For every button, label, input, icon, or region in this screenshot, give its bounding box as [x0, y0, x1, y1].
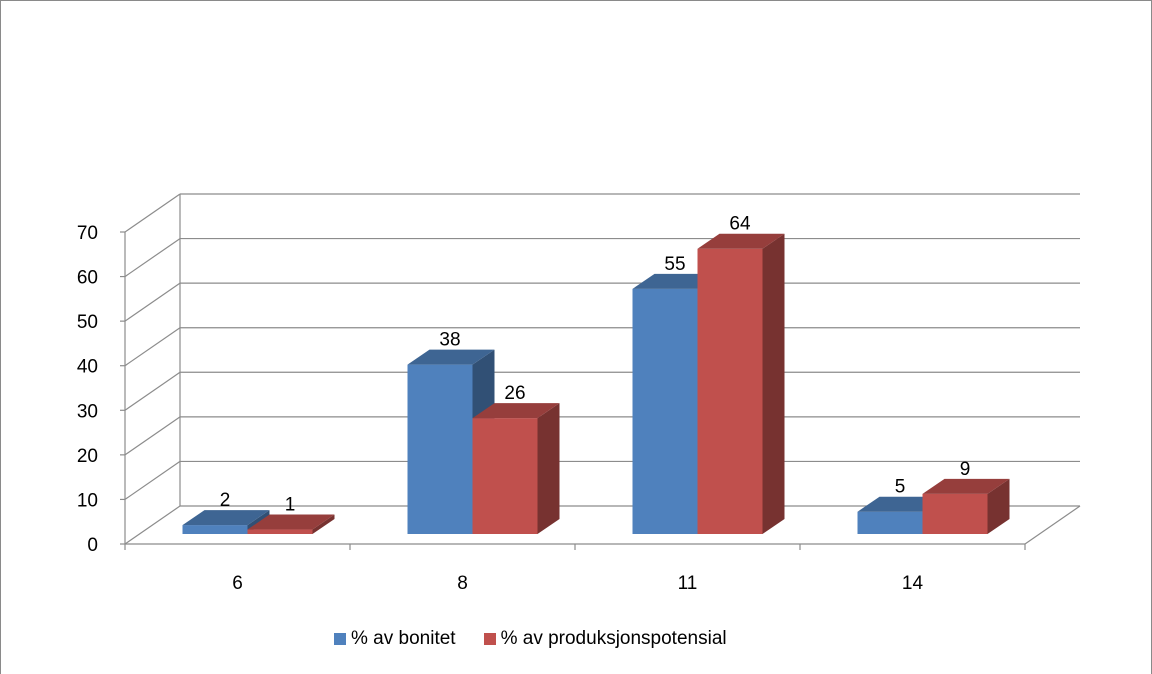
- gridline-side: [124, 416, 181, 456]
- gridline-side: [124, 460, 181, 500]
- x-tick-label: 11: [678, 573, 698, 594]
- data-label: 64: [729, 214, 751, 235]
- data-label: 55: [664, 254, 685, 275]
- legend-item-bonitet: % av bonitet: [334, 628, 456, 650]
- x-tick-label: 6: [232, 573, 243, 594]
- bar-produksjonspotensial-6-side: [312, 514, 335, 534]
- bar-produksjonspotensial-14-front: [922, 493, 988, 534]
- bar-produksjonspotensial-11-front: [697, 248, 763, 534]
- bar-produksjonspotensial-14-top: [922, 478, 1010, 494]
- bar-bonitet-6-front: [182, 525, 248, 534]
- gridline-side: [124, 238, 181, 278]
- data-label: 9: [960, 459, 971, 480]
- bar-produksjonspotensial-6: [247, 514, 335, 534]
- y-tick-label: 10: [77, 490, 98, 511]
- y-axis-ticks: 0 10 20 30 40 50 60 70: [77, 223, 98, 556]
- data-labels: 2 1 38 26 55 64 5 9: [220, 214, 971, 516]
- data-label: 5: [895, 477, 906, 498]
- y-tick-label: 0: [87, 535, 98, 556]
- y-tick-label: 70: [77, 223, 98, 244]
- data-label: 38: [439, 330, 460, 351]
- bar-produksjonspotensial-8-side: [537, 403, 560, 534]
- data-label: 1: [285, 495, 296, 516]
- legend-label-bonitet: % av bonitet: [351, 628, 456, 649]
- gridline-side: [124, 282, 181, 322]
- legend: % av bonitet % av produksjonspotensial: [334, 628, 755, 650]
- bar-produksjonspotensial-11-top: [697, 233, 785, 249]
- bar-bonitet-8-front: [407, 364, 473, 534]
- chart-walls: [120, 193, 1081, 545]
- gridline-side: [124, 327, 181, 367]
- bar-bonitet-11-front: [632, 288, 698, 534]
- x-tick-label: 8: [457, 573, 468, 594]
- y-tick-label: 30: [77, 401, 98, 422]
- x-tick-label: 14: [902, 573, 924, 594]
- x-axis: 6 8 11 14: [124, 543, 1026, 594]
- bar-produksjonspotensial-14: [922, 478, 1010, 534]
- floor-right-edge: [1024, 505, 1081, 545]
- bar-bonitet-6-top: [182, 510, 270, 526]
- bar-produksjonspotensial-6-front: [247, 529, 313, 534]
- legend-swatch-bonitet: [334, 633, 346, 645]
- y-tick-label: 20: [77, 446, 98, 467]
- y-tick-label: 50: [77, 312, 98, 333]
- bar-produksjonspotensial-6-top: [247, 514, 335, 530]
- legend-label-produksjonspotensial: % av produksjonspotensial: [500, 628, 727, 649]
- bar-produksjonspotensial-8-top: [472, 403, 560, 419]
- bar-bonitet-8-top: [407, 349, 495, 365]
- data-label: 2: [220, 490, 231, 511]
- bar-produksjonspotensial-8-front: [472, 418, 538, 534]
- gridline-side: [124, 371, 181, 411]
- legend-swatch-produksjonspotensial: [483, 633, 496, 645]
- bar-produksjonspotensial-8: [472, 403, 560, 534]
- y-tick-label: 60: [77, 268, 98, 289]
- gridline-side: [124, 193, 181, 233]
- data-label: 26: [504, 383, 525, 404]
- bar-produksjonspotensial-11: [697, 233, 785, 534]
- bars: [182, 233, 1010, 534]
- gridline-side: [124, 505, 181, 545]
- bar-produksjonspotensial-11-side: [762, 233, 785, 534]
- bar-produksjonspotensial-14-side: [987, 478, 1010, 534]
- bar-bonitet-14-front: [857, 511, 923, 534]
- legend-item-produksjonspotensial: % av produksjonspotensial: [483, 628, 727, 650]
- y-tick-label: 40: [77, 357, 98, 378]
